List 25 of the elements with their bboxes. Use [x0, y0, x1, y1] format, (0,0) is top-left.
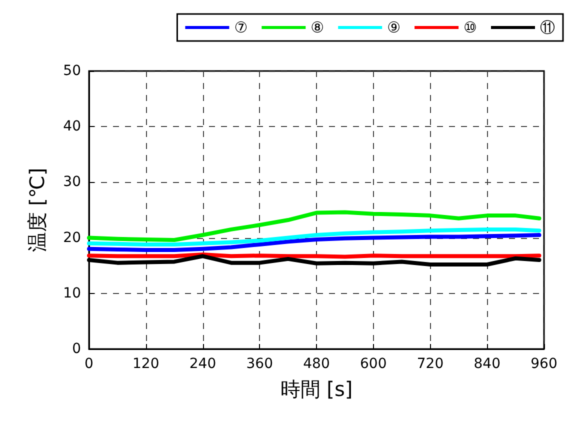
y-tick-label: 50: [63, 63, 81, 79]
x-tick-label: 480: [303, 356, 330, 372]
legend-label: ⑨: [387, 18, 401, 36]
x-axis-title: 時間 [s]: [280, 377, 353, 401]
legend-label: ⑪: [540, 18, 555, 36]
y-axis-title: 温度 [℃]: [25, 168, 49, 252]
y-tick-label: 10: [63, 285, 81, 302]
x-tick-label: 840: [474, 356, 500, 372]
x-tick-label: 960: [530, 356, 558, 372]
x-tick-label: 240: [189, 356, 216, 372]
legend-label: ⑩: [464, 18, 478, 36]
y-tick-label: 30: [63, 174, 81, 190]
legend-label: ⑦: [234, 18, 248, 36]
x-tick-label: 120: [132, 356, 160, 372]
x-tick-label: 600: [360, 356, 387, 372]
x-tick-label: 360: [246, 356, 273, 372]
x-tick-label: 0: [84, 356, 94, 372]
y-tick-label: 0: [72, 341, 81, 357]
x-tick-label: 720: [416, 356, 444, 372]
legend-label: ⑧: [310, 18, 324, 36]
line-series: [87, 233, 542, 252]
y-tick-label: 40: [63, 118, 81, 135]
line-series: [87, 227, 542, 246]
y-tick-label: 20: [63, 230, 81, 246]
line-series: [87, 210, 542, 242]
